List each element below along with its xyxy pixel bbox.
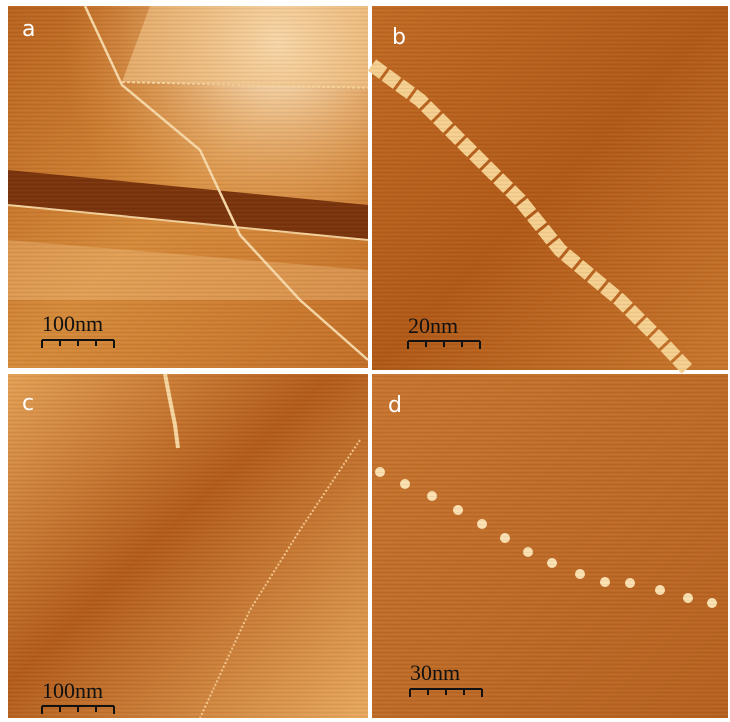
scale-bar-label: 100nm <box>42 678 103 703</box>
panel-d: d 30nm <box>372 374 728 718</box>
panel-b: b 20nm <box>372 6 728 370</box>
scale-bar-label: 30nm <box>410 660 460 685</box>
panel-label: a <box>22 17 35 42</box>
panel-c: c 100nm <box>8 374 368 718</box>
scale-bar-label: 20nm <box>408 313 458 338</box>
panel-label: c <box>22 391 34 416</box>
panel-label: d <box>388 393 402 418</box>
figure: a 100nm b 20nm c 100nm d 30nm <box>0 0 730 722</box>
panel-label: b <box>392 25 406 50</box>
panel-a: a 100nm <box>8 6 368 368</box>
scale-bar-label: 100nm <box>42 311 103 336</box>
